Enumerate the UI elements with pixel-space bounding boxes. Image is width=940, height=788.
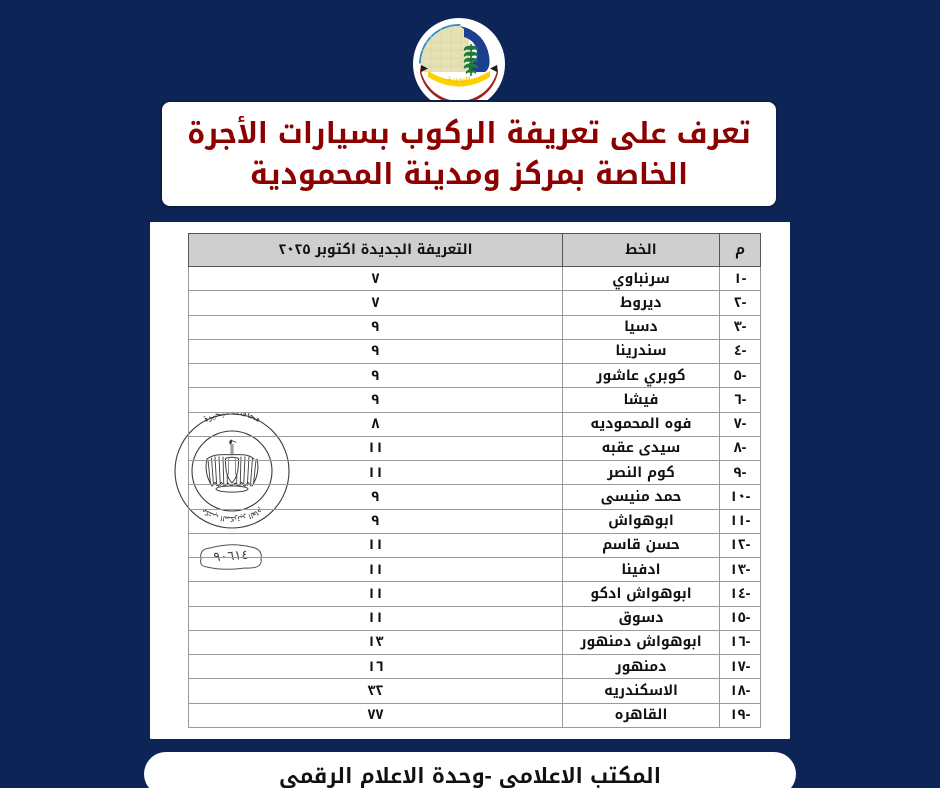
svg-text:البحيرة: البحيرة [448, 74, 471, 87]
